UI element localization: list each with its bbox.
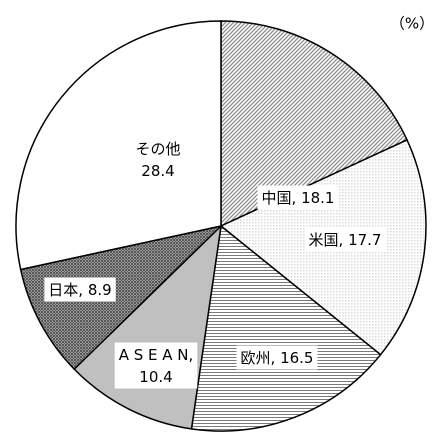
pie-slice: 中国 [220,20,409,228]
data-label: A S E A N, 10.4 [119,346,194,386]
data-label: 中国, 18.1 [262,189,335,207]
label-background [44,277,116,302]
data-label: 米国, 17.7 [309,231,382,249]
data-label: 日本, 8.9 [48,281,111,299]
label-background [304,227,386,252]
unit-label: （%） [390,15,434,33]
pie-slice: 日本 [19,224,224,371]
data-label: その他 28.4 [135,140,180,180]
label-background [114,342,198,389]
pie-slice: その他 [15,20,222,271]
label-background [257,185,339,210]
label-background [131,136,185,183]
label-background [236,345,318,370]
pie-slice: 欧州 [190,224,382,432]
data-label: 欧州, 16.5 [241,349,314,367]
